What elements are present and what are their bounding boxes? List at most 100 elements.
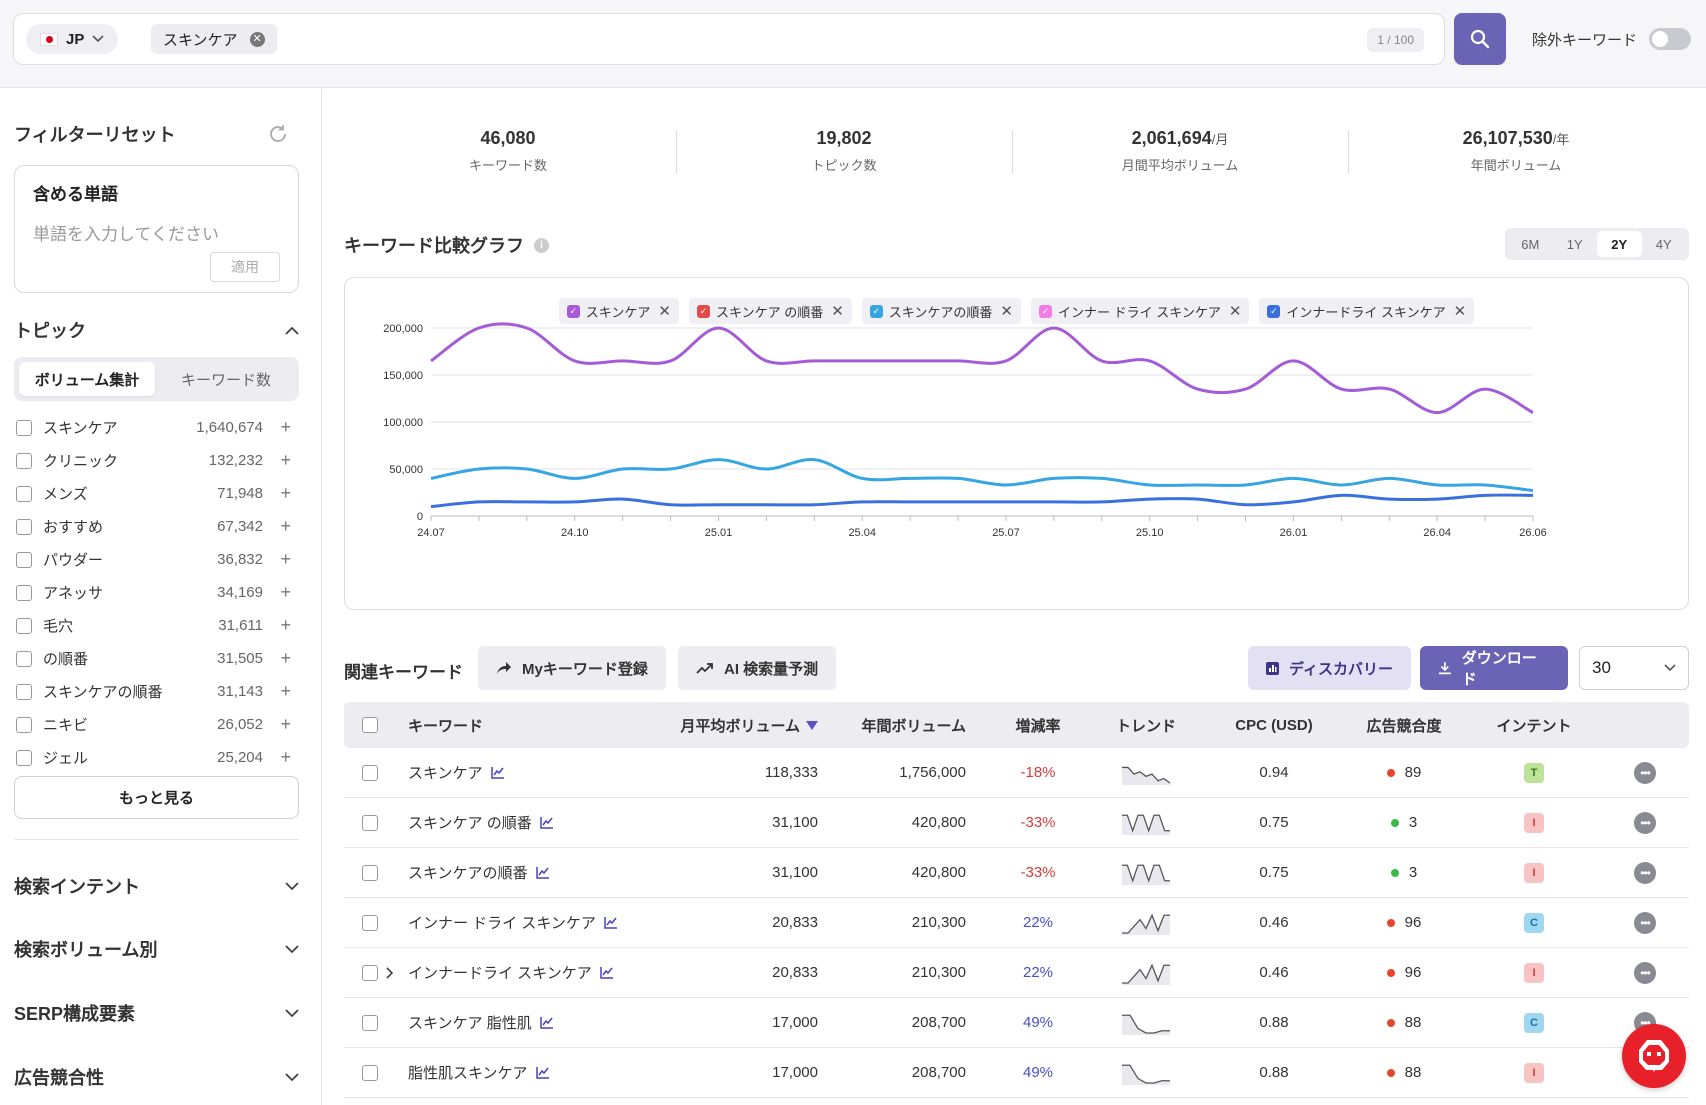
add-topic-icon[interactable]: +	[280, 714, 291, 734]
trend-chart-icon[interactable]	[490, 766, 505, 779]
ai-volume-forecast-button[interactable]: AI 検索量予測	[678, 646, 837, 690]
row-checkbox[interactable]	[362, 764, 378, 781]
legend-checkbox-icon[interactable]: ✓	[869, 304, 883, 318]
more-options-icon[interactable]: •••	[1634, 761, 1656, 784]
tab-keyword-count[interactable]: キーワード数	[180, 371, 271, 389]
remove-series-icon[interactable]: ✕	[1453, 303, 1467, 320]
chat-assistant-button[interactable]	[1622, 1024, 1686, 1088]
more-options-icon[interactable]: •••	[1634, 911, 1656, 934]
keyword-text[interactable]: インナー ドライ スキンケア	[408, 915, 596, 932]
trend-chart-icon[interactable]	[535, 866, 550, 879]
keyword-text[interactable]: スキンケア 脂性肌	[408, 1015, 532, 1032]
more-options-icon[interactable]: •••	[1634, 861, 1656, 884]
remove-series-icon[interactable]: ✕	[1228, 303, 1242, 320]
row-checkbox[interactable]	[362, 1064, 378, 1081]
show-more-button[interactable]: もっと見る	[14, 776, 299, 819]
topic-checkbox[interactable]	[16, 419, 32, 436]
topic-checkbox[interactable]	[16, 617, 32, 634]
table-row[interactable]: インナー ドライ スキンケア 20,833 210,300 22% 0.46 96 C •••	[344, 898, 1689, 948]
legend-checkbox-icon[interactable]: ✓	[1038, 304, 1052, 318]
range-option-6m[interactable]: 6M	[1521, 236, 1540, 252]
table-row[interactable]: スキンケア 脂性肌 17,000 208,700 49% 0.88 88 C •••	[344, 998, 1689, 1048]
table-row[interactable]: スキンケア の順番 31,100 420,800 -33% 0.75 3 I •••	[344, 798, 1689, 848]
legend-item[interactable]: ✓ インナー ドライ スキンケア ✕	[1030, 298, 1250, 324]
add-topic-icon[interactable]: +	[280, 450, 291, 470]
remove-chip-icon[interactable]: ✕	[249, 31, 265, 47]
table-row[interactable]: スキンケアの順番 31,100 420,800 -33% 0.75 3 I •••	[344, 848, 1689, 898]
add-topic-icon[interactable]: +	[280, 648, 291, 668]
topic-header[interactable]: トピック	[14, 317, 299, 343]
header-yearly-volume[interactable]: 年間ボリューム	[861, 717, 966, 735]
legend-item[interactable]: ✓ スキンケアの順番 ✕	[861, 298, 1021, 324]
keyword-text[interactable]: スキンケア	[408, 765, 483, 782]
header-competition[interactable]: 広告競合度	[1366, 717, 1442, 735]
add-topic-icon[interactable]: +	[280, 483, 291, 503]
topic-checkbox[interactable]	[16, 452, 32, 469]
add-topic-icon[interactable]: +	[280, 681, 291, 701]
header-intent[interactable]: インテント	[1496, 717, 1572, 735]
topic-checkbox[interactable]	[16, 683, 32, 700]
trend-chart-icon[interactable]	[535, 1066, 550, 1079]
trend-chart-icon[interactable]	[539, 816, 554, 829]
remove-series-icon[interactable]: ✕	[1000, 303, 1013, 320]
topic-checkbox[interactable]	[16, 485, 32, 502]
accordion-serp-elements[interactable]: SERP構成要素	[14, 1000, 299, 1026]
exclude-keyword-toggle[interactable]	[1649, 28, 1692, 50]
keyword-text[interactable]: インナードライ スキンケア	[408, 965, 592, 982]
apply-button[interactable]: 適用	[210, 252, 280, 282]
accordion-ad-competition[interactable]: 広告競合性	[14, 1064, 299, 1090]
table-row[interactable]: インナードライ スキンケア 20,833 210,300 22% 0.46 96 I •••	[344, 948, 1689, 998]
download-button[interactable]: ダウンロード	[1420, 646, 1568, 690]
legend-checkbox-icon[interactable]: ✓	[1267, 304, 1281, 318]
legend-checkbox-icon[interactable]: ✓	[566, 304, 580, 318]
keyword-text[interactable]: 脂性肌スキンケア	[408, 1065, 528, 1082]
add-topic-icon[interactable]: +	[280, 417, 291, 437]
header-monthly-volume[interactable]: 月平均ボリューム	[674, 702, 818, 748]
trend-chart-icon[interactable]	[604, 916, 618, 929]
include-words-input[interactable]: 単語を入力してください	[33, 225, 219, 244]
remove-series-icon[interactable]: ✕	[658, 303, 671, 320]
topic-checkbox[interactable]	[16, 518, 32, 535]
refresh-icon[interactable]	[267, 123, 289, 145]
select-all-checkbox[interactable]	[362, 717, 378, 733]
remove-series-icon[interactable]: ✕	[831, 303, 844, 320]
keyword-search-box[interactable]: JP スキンケア ✕ 1 / 100	[13, 13, 1445, 65]
topic-checkbox[interactable]	[16, 650, 32, 667]
page-size-select[interactable]: 30	[1579, 646, 1689, 690]
legend-checkbox-icon[interactable]: ✓	[696, 304, 710, 318]
topic-checkbox[interactable]	[16, 716, 32, 733]
more-options-icon[interactable]: •••	[1634, 961, 1656, 984]
add-topic-icon[interactable]: +	[280, 549, 291, 569]
accordion-search-intent[interactable]: 検索インテント	[14, 873, 299, 899]
row-checkbox[interactable]	[362, 964, 378, 981]
legend-item[interactable]: ✓ スキンケア の順番 ✕	[688, 298, 852, 324]
range-option-2y[interactable]: 2Y	[1597, 231, 1642, 257]
more-options-icon[interactable]: •••	[1634, 811, 1656, 834]
search-button[interactable]	[1454, 13, 1506, 65]
info-icon[interactable]: i	[534, 237, 549, 253]
topic-checkbox[interactable]	[16, 584, 32, 601]
trend-chart-icon[interactable]	[599, 966, 614, 979]
row-checkbox[interactable]	[362, 1014, 378, 1031]
my-keyword-register-button[interactable]: Myキーワード登録	[478, 646, 666, 690]
tab-volume-aggregate[interactable]: ボリューム集計	[19, 362, 155, 396]
keyword-text[interactable]: スキンケアの順番	[408, 865, 528, 882]
table-row[interactable]: スキンケア 118,333 1,756,000 -18% 0.94 89 T •••	[344, 748, 1689, 798]
range-option-1y[interactable]: 1Y	[1566, 236, 1583, 252]
country-selector[interactable]: JP	[26, 24, 119, 54]
row-checkbox[interactable]	[362, 814, 378, 831]
row-checkbox[interactable]	[362, 914, 378, 931]
header-keyword[interactable]: キーワード	[408, 717, 484, 735]
legend-item[interactable]: ✓ インナードライ スキンケア ✕	[1259, 298, 1475, 324]
add-topic-icon[interactable]: +	[280, 747, 291, 767]
add-topic-icon[interactable]: +	[280, 615, 291, 635]
topic-checkbox[interactable]	[16, 749, 32, 766]
trend-chart-icon[interactable]	[539, 1016, 554, 1029]
keyword-text[interactable]: スキンケア の順番	[408, 815, 532, 832]
header-cpc[interactable]: CPC (USD)	[1235, 716, 1313, 734]
row-checkbox[interactable]	[362, 864, 378, 881]
topic-checkbox[interactable]	[16, 551, 32, 568]
legend-item[interactable]: ✓ スキンケア ✕	[558, 298, 679, 324]
chevron-right-icon[interactable]	[386, 966, 394, 979]
